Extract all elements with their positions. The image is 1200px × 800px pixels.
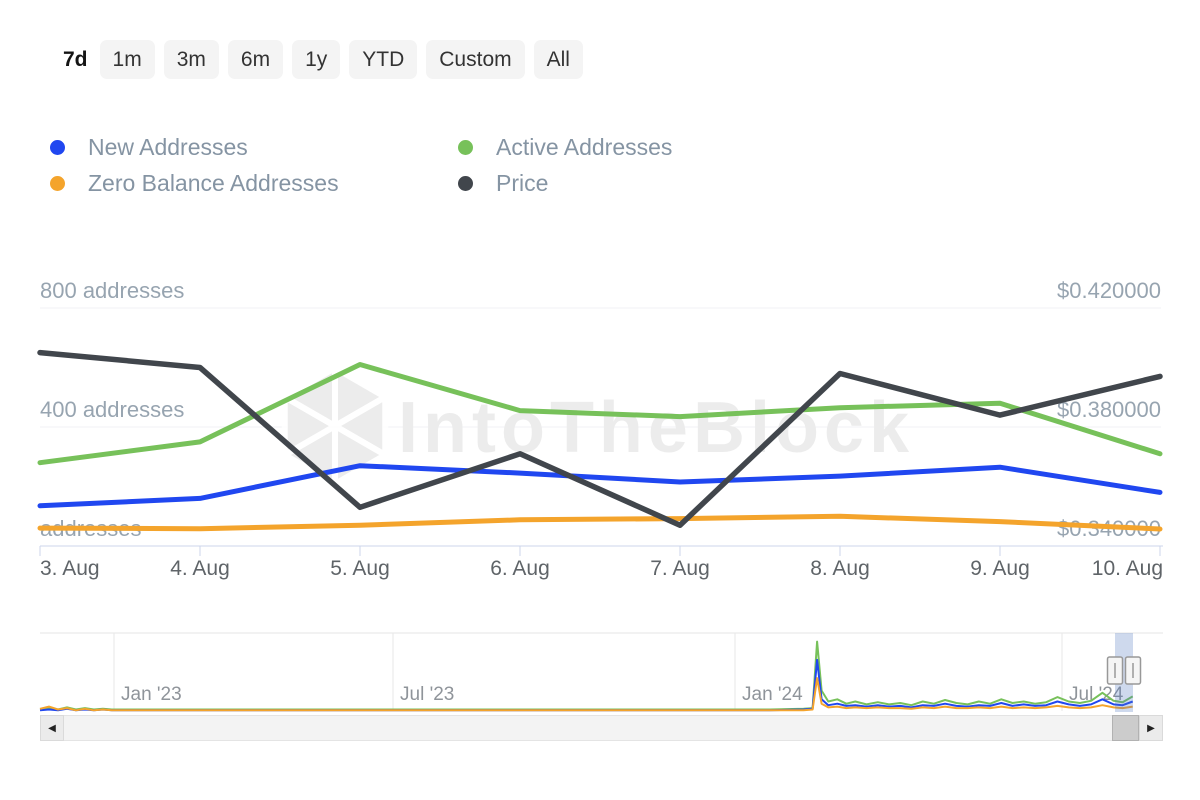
price-line [37, 349, 1163, 528]
legend-item-active-addresses[interactable]: Active Addresses [458, 134, 672, 161]
zero-balance-addresses-line [37, 513, 1163, 532]
legend-label: New Addresses [88, 134, 248, 160]
x-axis-label: 6. Aug [490, 557, 550, 580]
navigator-selection[interactable] [1115, 633, 1133, 712]
range-button-all[interactable]: All [533, 40, 583, 79]
range-button-1m[interactable]: 1m [99, 40, 155, 79]
legend-marker [50, 140, 65, 155]
navigator-handle-right[interactable] [1124, 656, 1142, 685]
y-axis-left-label: 400 addresses [40, 397, 185, 422]
x-axis-label: 9. Aug [970, 557, 1030, 580]
range-button-1y[interactable]: 1y [292, 40, 341, 79]
new-addresses-line [37, 463, 1163, 509]
y-axis-left-label: 800 addresses [40, 278, 185, 303]
x-axis-label: 3. Aug [40, 557, 100, 580]
range-button-3m[interactable]: 3m [163, 40, 219, 79]
legend-item-price[interactable]: Price [458, 170, 672, 197]
navigator-handle-left[interactable] [1106, 656, 1124, 685]
legend-label: Price [496, 170, 549, 196]
x-axis-label: 7. Aug [650, 557, 710, 580]
navigator-label: Jan '23 [121, 684, 182, 706]
legend-marker [458, 140, 473, 155]
scrollbar-track[interactable] [40, 715, 1163, 741]
legend-label: Active Addresses [496, 134, 673, 160]
legend-item-zero-balance-addresses[interactable]: Zero Balance Addresses [50, 170, 458, 197]
range-button-ytd[interactable]: YTD [349, 40, 418, 79]
active-addresses-line [37, 362, 1163, 466]
navigator-zero-balance-addresses-line [39, 677, 1133, 712]
x-axis-label: 5. Aug [330, 557, 390, 580]
legend-label: Zero Balance Addresses [88, 170, 339, 196]
navigator-label: Jul '24 [1069, 684, 1123, 706]
navigator-label: Jan '24 [742, 684, 803, 706]
legend-marker [50, 176, 65, 191]
range-selector: 7d 1m 3m 6m 1y YTD Custom All [60, 40, 583, 79]
scrollbar-thumb[interactable] [1112, 715, 1139, 741]
x-axis-label: 4. Aug [170, 557, 230, 580]
legend-item-new-addresses[interactable]: New Addresses [50, 134, 458, 161]
range-button-7d[interactable]: 7d [60, 40, 91, 79]
scrollbar-left-button[interactable]: ◀ [40, 715, 64, 741]
x-axis-label: 8. Aug [810, 557, 870, 580]
y-axis-right-label: $0.380000 [1057, 397, 1161, 422]
navigator[interactable] [40, 633, 1163, 712]
y-axis-right-label: $0.420000 [1057, 278, 1161, 303]
navigator-label: Jul '23 [400, 684, 454, 706]
x-axis-label: 10. Aug [1091, 557, 1163, 580]
range-button-custom[interactable]: Custom [426, 40, 525, 79]
scrollbar-right-button[interactable]: ▶ [1139, 715, 1163, 741]
legend-marker [458, 176, 473, 191]
range-button-6m[interactable]: 6m [227, 40, 284, 79]
chart-legend: New Addresses Active Addresses Zero Bala… [50, 134, 672, 197]
